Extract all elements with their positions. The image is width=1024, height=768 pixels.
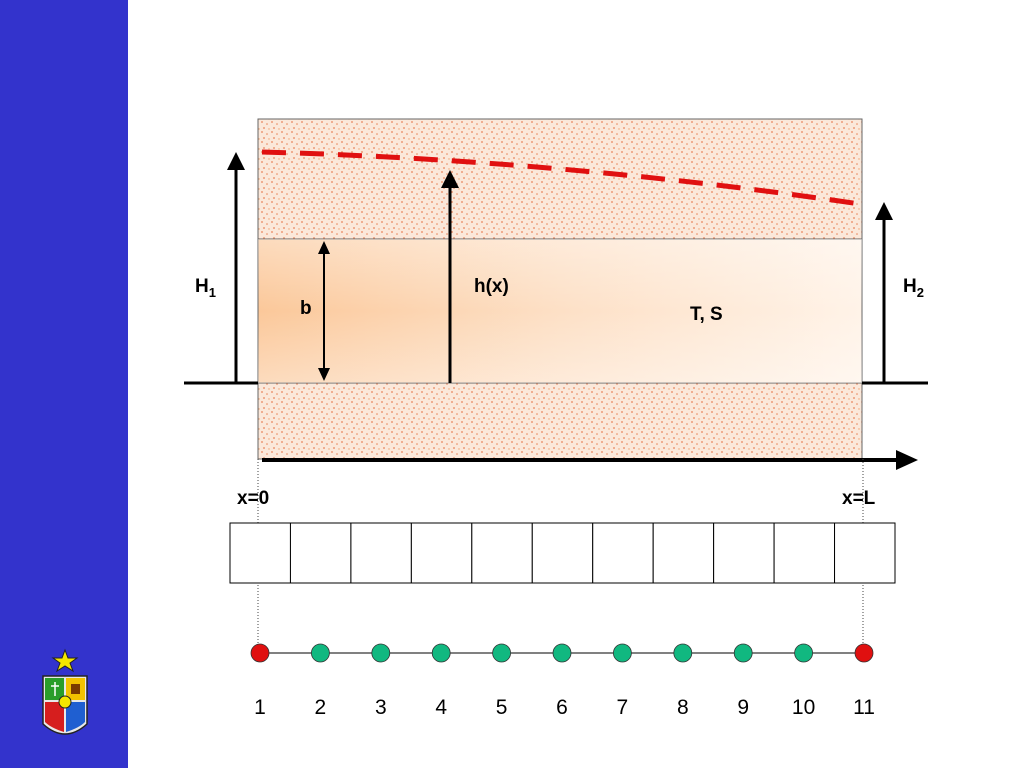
star-icon — [51, 648, 79, 673]
node-number: 5 — [496, 696, 508, 719]
node-numbers: 1 2 3 4 5 6 7 8 9 10 11 — [254, 696, 875, 719]
interior-node — [733, 643, 753, 663]
grid-cell — [834, 522, 896, 584]
grid-cell — [713, 522, 775, 584]
grid-cells — [229, 522, 896, 584]
node-number: 8 — [677, 696, 689, 719]
x0-label: x=0 — [237, 488, 269, 509]
interior-node — [673, 643, 693, 663]
interior-node — [310, 643, 330, 663]
interior-node — [371, 643, 391, 663]
interior-node — [431, 643, 451, 663]
grid-nodes — [250, 643, 874, 663]
xl-label: x=L — [842, 488, 876, 509]
interior-node — [613, 643, 632, 663]
h2-arrow — [875, 202, 893, 383]
node-number: 4 — [435, 696, 447, 719]
node-number: 7 — [617, 696, 629, 719]
aquifer-shading — [258, 239, 862, 383]
node-number: 6 — [556, 696, 568, 719]
ts-label: T, S — [690, 304, 723, 325]
node-number: 1 — [254, 696, 266, 719]
grid-cell — [229, 522, 291, 584]
interior-node — [492, 643, 512, 663]
grid-cell — [652, 522, 715, 584]
boundary-node — [250, 643, 270, 663]
h1-arrow — [227, 152, 245, 383]
lower-confining-layer — [257, 382, 863, 460]
b-label: b — [300, 298, 312, 319]
grid-cell — [471, 522, 533, 584]
sidebar-band — [0, 0, 128, 768]
h1-label: H1 — [195, 276, 216, 300]
node-number: 3 — [375, 696, 387, 719]
interior-node — [552, 643, 572, 663]
head-curve — [261, 149, 861, 207]
interior-node — [794, 643, 813, 663]
node-number: 11 — [853, 696, 875, 719]
grid-cell — [350, 522, 412, 584]
upper-confining-layer — [257, 118, 863, 240]
grid-cell — [289, 522, 352, 584]
x-axis-arrow — [262, 450, 918, 470]
grid-cell — [592, 522, 654, 584]
thickness-arrow — [318, 241, 330, 381]
grid-cell — [531, 522, 594, 584]
university-crest-icon — [42, 648, 88, 735]
grid-cell — [410, 522, 473, 584]
node-number: 2 — [315, 696, 327, 719]
grid-cell — [773, 522, 836, 584]
h2-label: H2 — [903, 276, 924, 300]
node-number: 9 — [737, 696, 749, 719]
hx-label: h(x) — [474, 276, 509, 297]
hx-arrow — [441, 170, 459, 383]
boundary-node — [854, 643, 874, 663]
node-number: 10 — [792, 696, 815, 719]
